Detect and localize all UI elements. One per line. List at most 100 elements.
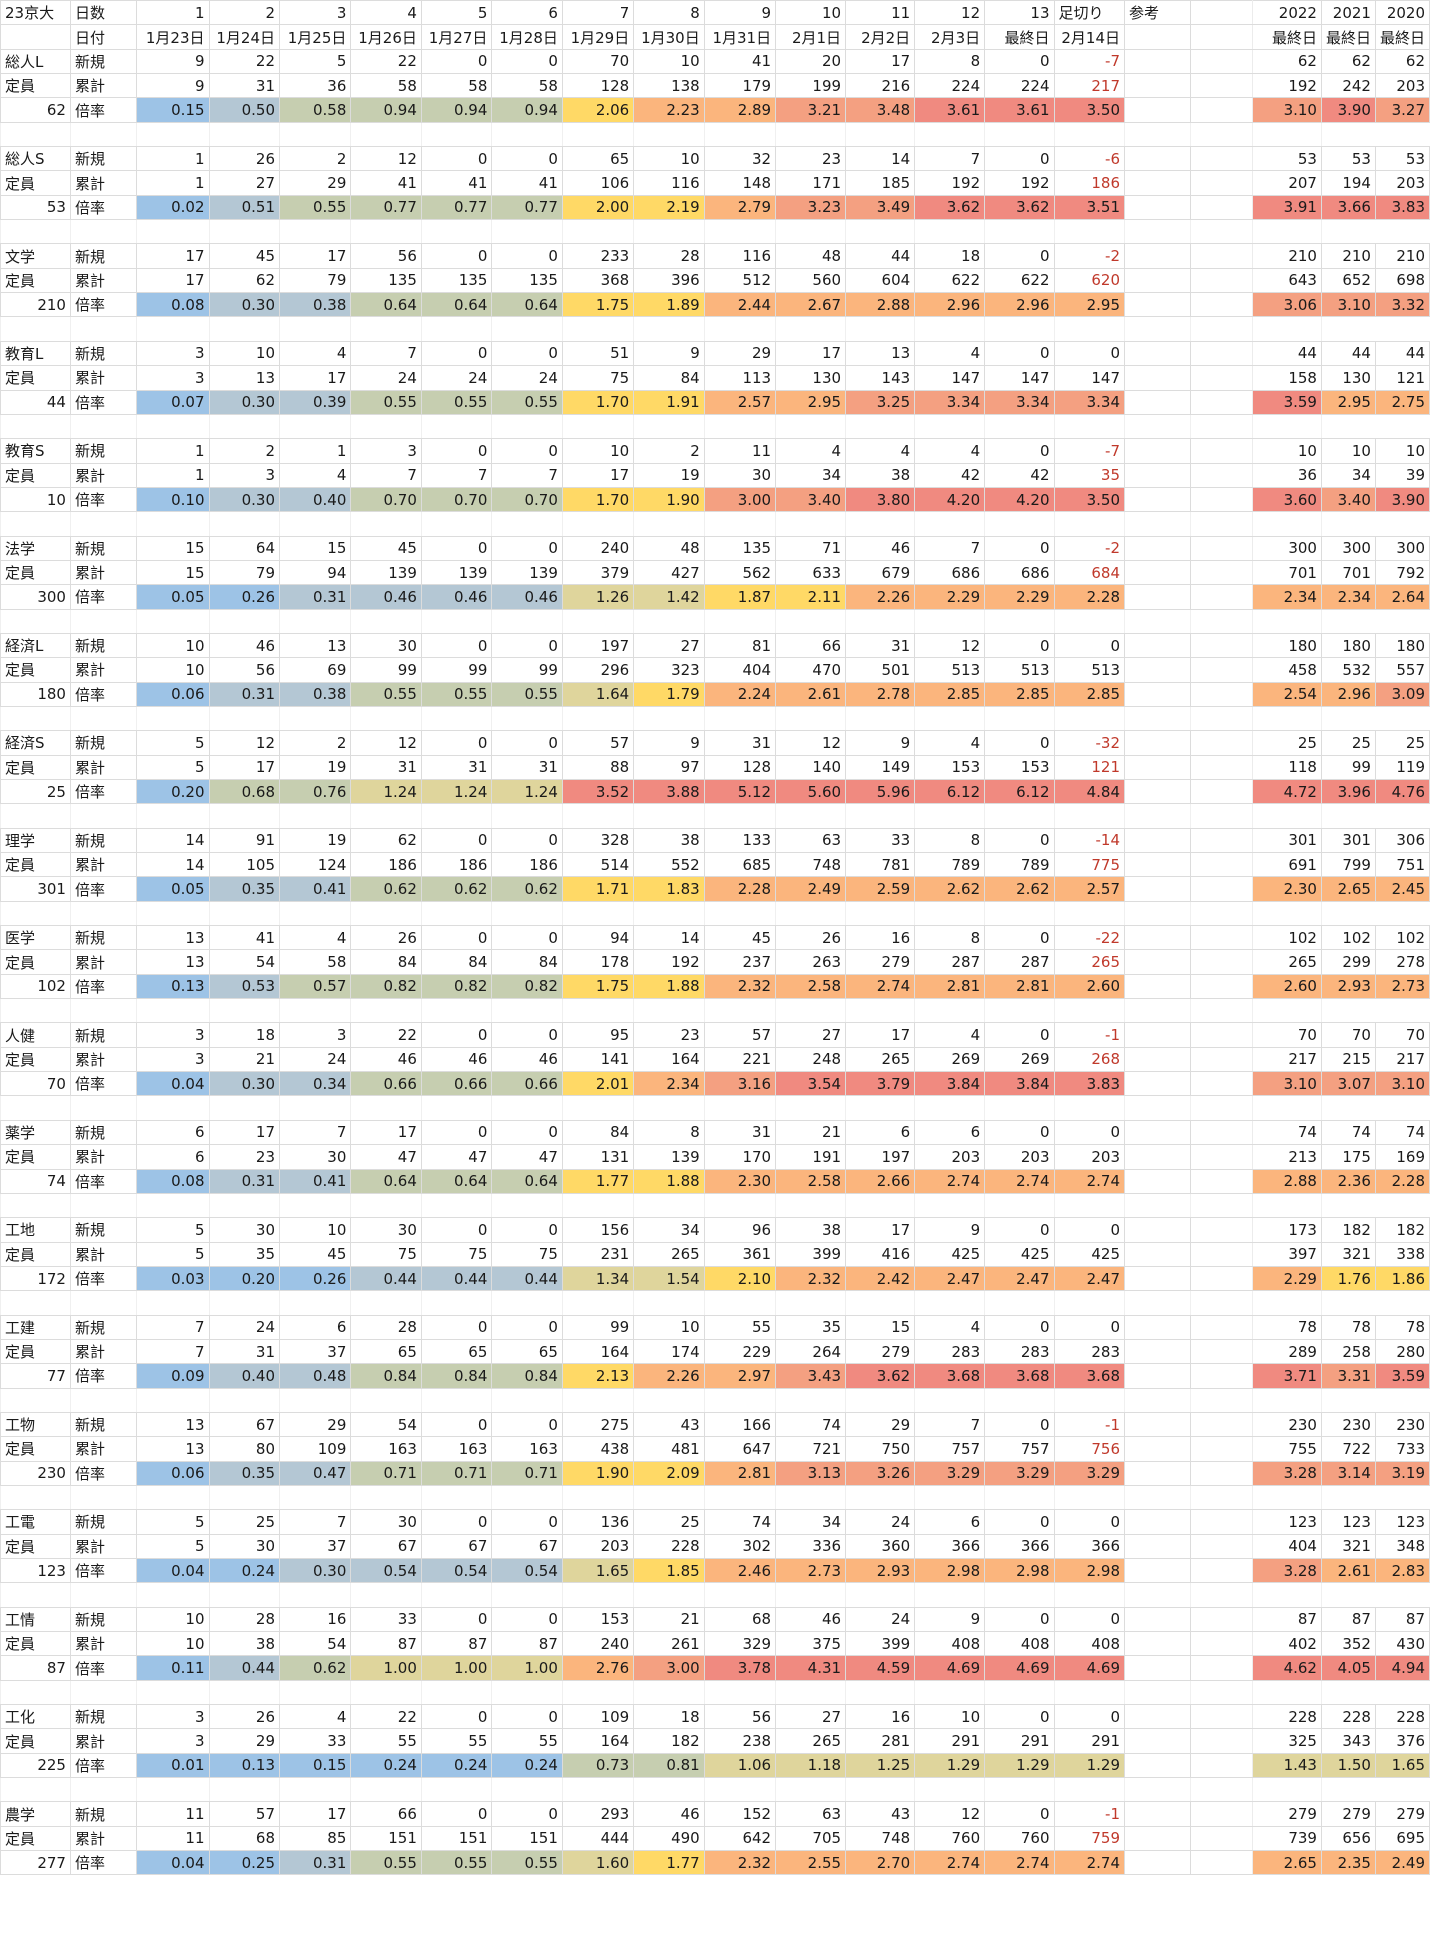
blank-cell	[350, 413, 422, 440]
ref-ratio: 2.64	[1374, 584, 1430, 610]
cumulative-count: 29	[208, 1728, 281, 1754]
ref-ratio: 1.86	[1374, 1265, 1430, 1292]
spacer-row	[0, 219, 1430, 245]
new-count: 240	[561, 535, 635, 561]
ratio-value: 0.77	[350, 194, 422, 221]
new-count: 10	[279, 1217, 352, 1243]
cumulative-count: 13	[136, 1436, 210, 1462]
new-count: 3	[136, 1022, 210, 1048]
ref-ratio: 3.91	[1252, 194, 1322, 221]
ref-cumulative: 701	[1320, 559, 1376, 586]
new-count: 0	[491, 730, 563, 756]
ratio-value: 4.31	[775, 1655, 847, 1681]
cumulative-count: 438	[561, 1436, 635, 1462]
date-header: 2月3日	[914, 24, 986, 50]
blank-cell	[775, 900, 847, 927]
new-count: 8	[914, 925, 986, 951]
ref-cumulative: 325	[1252, 1728, 1322, 1754]
blank-cell	[350, 316, 422, 342]
blank-cell	[1124, 97, 1192, 123]
ref-capacity: 180	[1374, 632, 1430, 659]
blank-cell	[1190, 900, 1254, 927]
blank-cell	[420, 413, 493, 440]
header-row-days: 23京大 日数 1 2 3 4 5 6 7 8 9 10 11 12 13 足切り 参考 2022 2021 2020	[0, 0, 1430, 26]
new-count: 66	[775, 632, 847, 659]
ratio-value: 0.66	[491, 1071, 563, 1097]
ratio-value: 0.05	[136, 584, 210, 610]
ref-capacity: 10	[1374, 438, 1430, 464]
row-label-ratio: 倍率	[69, 389, 138, 415]
ratio-value: 0.76	[279, 778, 352, 805]
blank-cell	[279, 1387, 352, 1413]
cumulative-count: 217	[1053, 73, 1126, 99]
cumulative-count: 17	[208, 754, 281, 781]
new-count: 0	[1053, 1314, 1126, 1340]
new-count: 0	[984, 438, 1055, 464]
ratio-value: 1.88	[633, 1168, 705, 1194]
cumulative-count: 3	[136, 365, 210, 391]
new-count: 28	[208, 1606, 281, 1633]
cumulative-count: 490	[633, 1825, 705, 1852]
new-count: 27	[775, 1704, 847, 1730]
ratio-value: 3.13	[775, 1460, 847, 1486]
blank-cell	[914, 511, 986, 537]
new-count: 0	[420, 1314, 493, 1340]
cumulative-count: 622	[984, 267, 1055, 294]
new-count: 6	[845, 1119, 916, 1146]
cumulative-count: 21	[208, 1046, 281, 1073]
row-cumulative: 定員 累計 3 21 24 46 46 46 141 164 221 248 265 269 269 268 2…	[0, 1046, 1430, 1073]
blank-cell	[703, 1290, 777, 1316]
ratio-value: 6.12	[914, 778, 986, 805]
capacity-label: 定員	[0, 1825, 71, 1852]
date-header: 1月29日	[561, 24, 635, 50]
spacer-cell	[1190, 1728, 1254, 1754]
blank-cell	[845, 1192, 916, 1219]
date-header: 1月25日	[279, 24, 352, 50]
blank-cell	[914, 1095, 986, 1121]
blank-cell	[1124, 73, 1192, 99]
blank-cell	[208, 1777, 281, 1803]
row-label-ratio: 倍率	[69, 973, 138, 1000]
ratio-value: 0.09	[136, 1363, 210, 1389]
row-cumulative: 定員 累計 7 31 37 65 65 65 164 174 229 264 279 283 283 283 2…	[0, 1338, 1430, 1365]
row-label-new: 新規	[69, 438, 138, 464]
blank-cell	[208, 803, 281, 829]
blank-cell	[1124, 462, 1192, 488]
spacer-cell	[1190, 1655, 1254, 1681]
row-label-new: 新規	[69, 146, 138, 172]
blank-cell	[0, 219, 71, 245]
ref-cumulative: 203	[1374, 170, 1430, 196]
blank-cell	[775, 608, 847, 634]
ref-capacity: 230	[1374, 1411, 1430, 1438]
blank-cell	[845, 1387, 916, 1413]
capacity-label: 定員	[0, 754, 71, 781]
row-ratio: 44 倍率 0.07 0.30 0.39 0.55 0.55 0.55 1.70 1.91 2.57…	[0, 389, 1430, 415]
row-new-applicants: 文学 新規 17 45 17 56 0 0 233 28 116 48 44 18 0 -2 210 210 210	[0, 243, 1430, 269]
cumulative-count: 375	[775, 1631, 847, 1657]
spacer-cell	[1190, 1752, 1254, 1779]
new-count: 9	[914, 1606, 986, 1633]
cumulative-count: 3	[136, 1728, 210, 1754]
ratio-value: 2.95	[775, 389, 847, 415]
ratio-value: 0.82	[420, 973, 493, 1000]
blank-cell	[1252, 316, 1322, 342]
row-label-cumulative: 累計	[69, 267, 138, 294]
new-count: 0	[984, 48, 1055, 75]
new-count: 4	[914, 1022, 986, 1048]
blank-cell	[984, 219, 1055, 245]
spacer-row	[0, 413, 1430, 440]
row-cumulative: 定員 累計 10 56 69 99 99 99 296 323 404 470 501 513 513 513…	[0, 657, 1430, 683]
blank-cell	[1124, 949, 1192, 975]
blank-cell	[1053, 1290, 1126, 1316]
ref-cumulative: 321	[1320, 1533, 1376, 1560]
new-count: -2	[1053, 243, 1126, 269]
ref-ratio: 3.10	[1374, 1071, 1430, 1097]
cumulative-count: 425	[914, 1241, 986, 1267]
ratio-value: 3.68	[984, 1363, 1055, 1389]
cumulative-count: 5	[136, 1241, 210, 1267]
ratio-value: 0.01	[136, 1752, 210, 1779]
ratio-value: 0.77	[491, 194, 563, 221]
blank-cell	[1124, 1338, 1192, 1365]
cumulative-count: 35	[1053, 462, 1126, 488]
blank-cell	[279, 1192, 352, 1219]
